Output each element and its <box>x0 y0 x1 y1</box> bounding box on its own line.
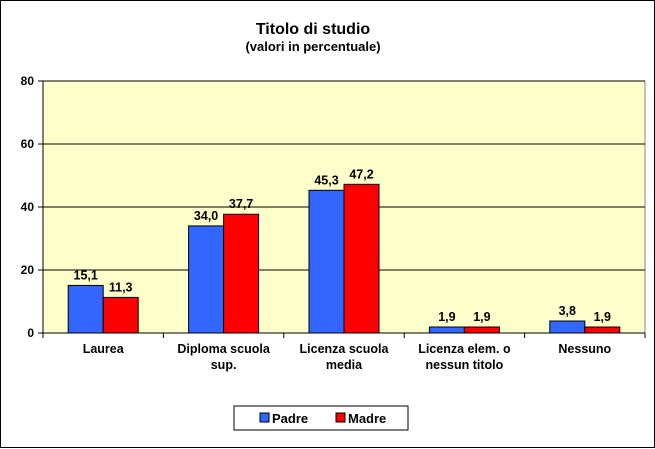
bar-padre <box>308 189 345 334</box>
legend-label-padre: Padre <box>272 411 308 426</box>
y-tick-label: 0 <box>27 326 34 340</box>
x-category-label: Licenza elem. o <box>418 342 511 356</box>
chart-subtitle: (valori in percentuale) <box>245 39 380 54</box>
bar-madre <box>463 326 500 334</box>
data-label: 47,2 <box>349 167 373 181</box>
x-category-label: sup. <box>211 358 237 372</box>
bar-madre <box>223 213 260 334</box>
legend-swatch-padre <box>259 412 270 423</box>
data-label: 1,9 <box>473 310 490 324</box>
data-label: 37,7 <box>229 197 253 211</box>
plot-area: 0 20 40 60 80 15,1 11,3 Laurea 34,0 37,7 Diploma s… <box>21 74 646 372</box>
legend-swatch-madre <box>335 412 346 423</box>
bar-madre <box>584 326 621 334</box>
data-label: 11,3 <box>109 280 133 294</box>
data-label: 45,3 <box>314 173 338 187</box>
bar-padre <box>428 326 465 334</box>
x-category-label: Diploma scuola <box>177 342 270 356</box>
y-tick-label: 80 <box>21 74 35 88</box>
data-label: 34,0 <box>194 209 218 223</box>
data-label: 1,9 <box>594 310 611 324</box>
x-category-label: nessun titolo <box>426 358 504 372</box>
x-category-label: Licenza scuola <box>300 342 390 356</box>
x-category-label: Laurea <box>83 342 125 356</box>
x-category-label: Nessuno <box>558 342 611 356</box>
bar-padre <box>549 320 586 334</box>
data-label: 15,1 <box>74 268 98 282</box>
bar-padre <box>188 225 225 334</box>
data-label: 1,9 <box>438 310 455 324</box>
bar-padre <box>67 284 104 334</box>
bar-madre <box>102 296 139 334</box>
x-category-label: media <box>326 358 363 372</box>
data-label: 3,8 <box>559 304 576 318</box>
y-tick-label: 60 <box>21 137 35 151</box>
legend-label-madre: Madre <box>348 411 386 426</box>
chart-title: Titolo di studio <box>256 21 371 38</box>
legend: Padre Madre <box>233 405 409 431</box>
bar-madre <box>343 183 380 334</box>
y-tick-label: 20 <box>21 263 35 277</box>
y-tick-label: 40 <box>21 200 35 214</box>
